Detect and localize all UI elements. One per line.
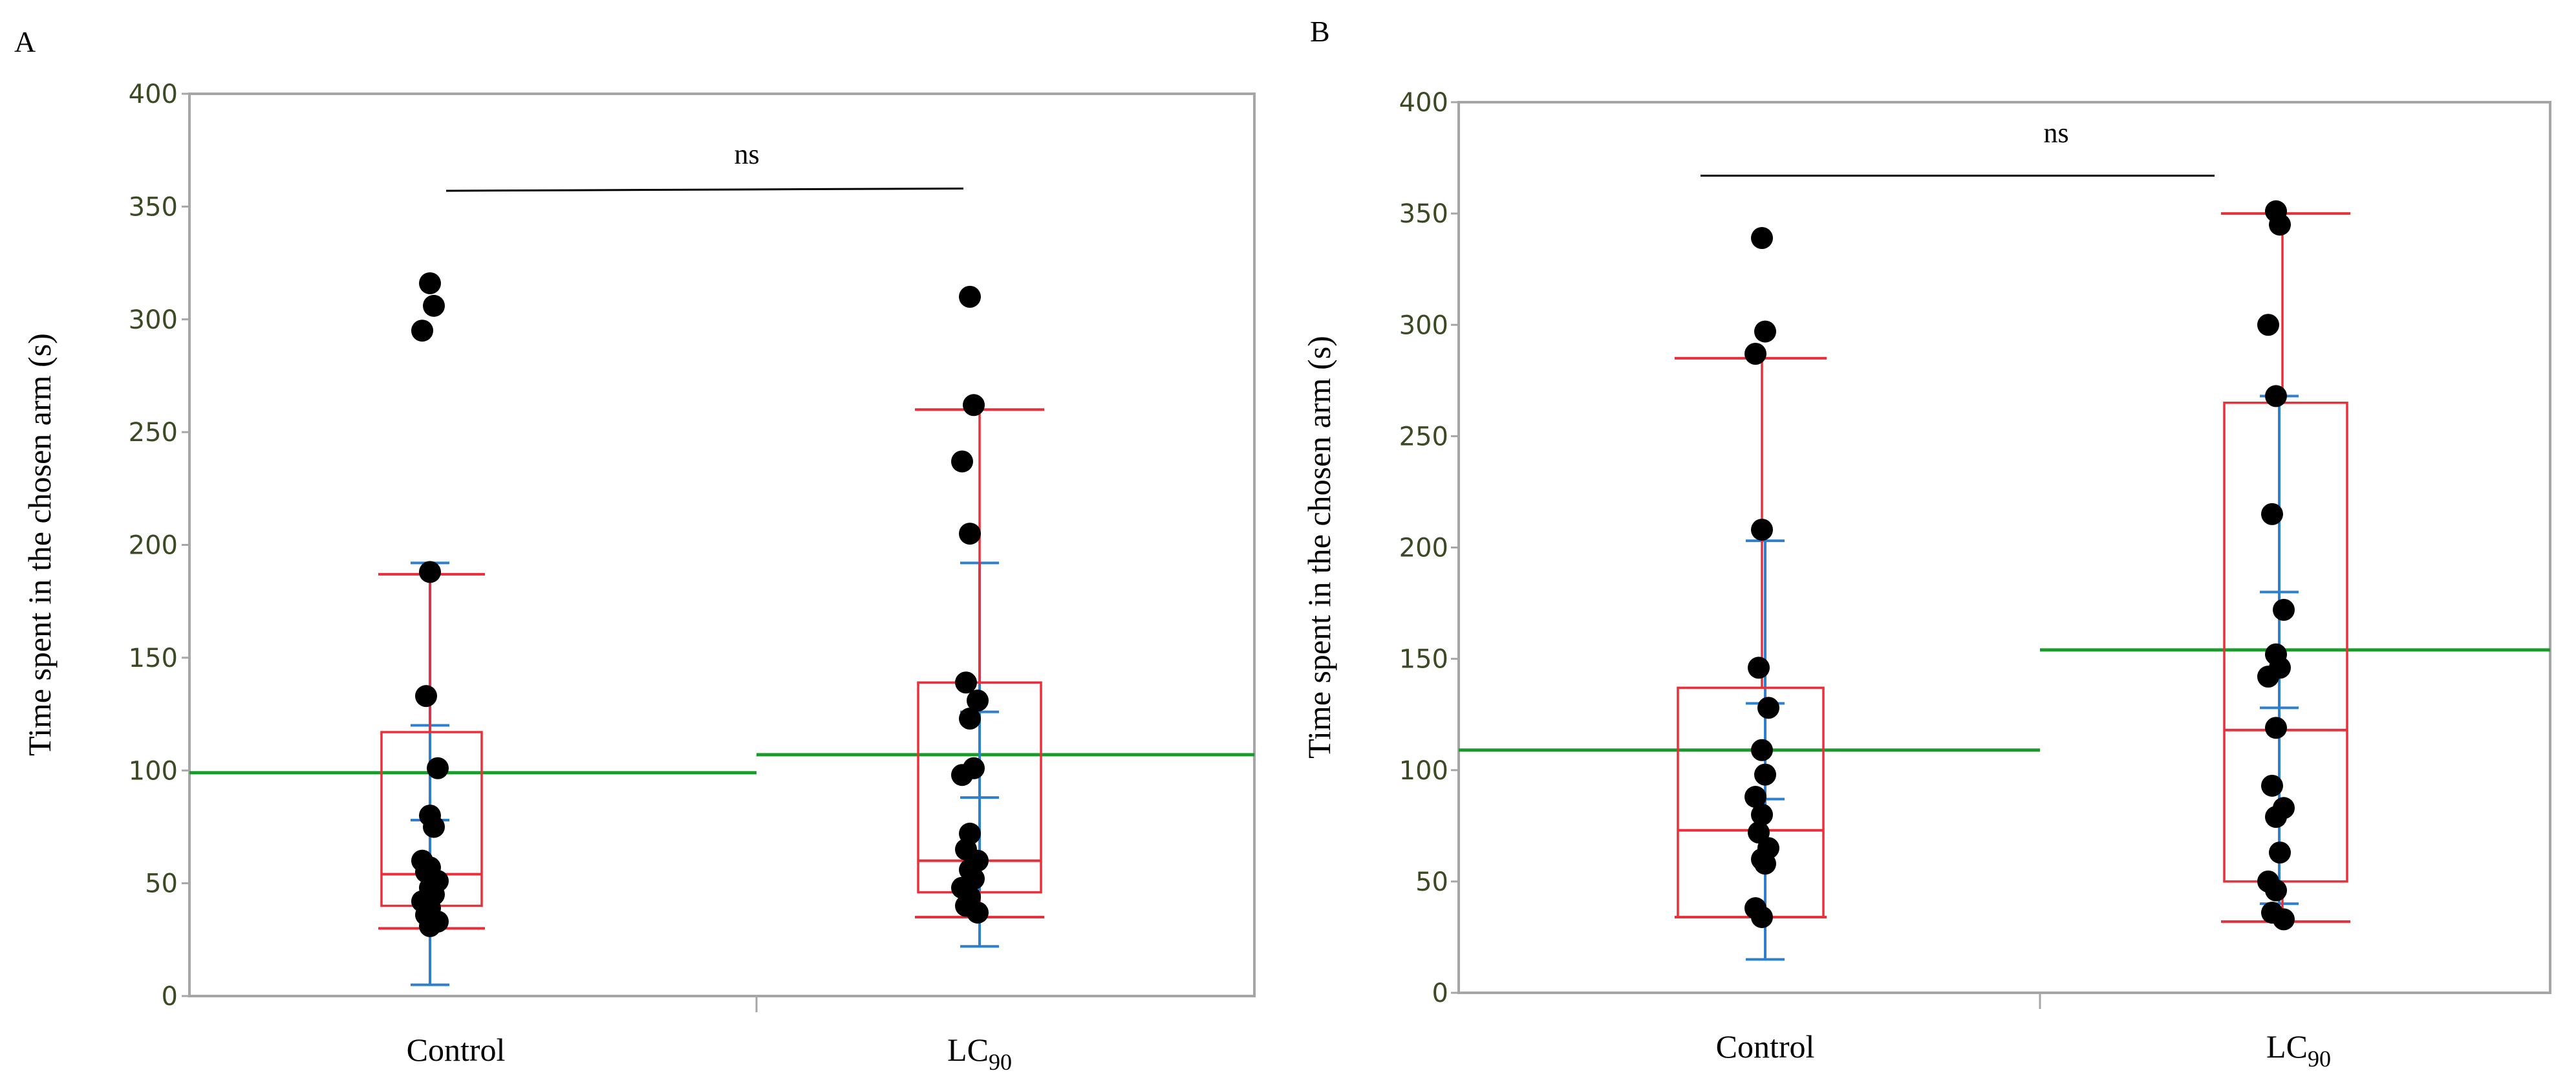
panel-b-ytick-label: 350 xyxy=(1399,199,1448,229)
panel-a-lc90-data-point xyxy=(955,671,977,694)
panel-b-control-data-point xyxy=(1751,905,1773,928)
panel-a-ytick-label: 200 xyxy=(129,531,178,561)
panel-b-xtick-control: Control xyxy=(1716,1028,1815,1065)
panel-b-ytick-label: 0 xyxy=(1432,979,1448,1008)
panel-a-y-axis-label: Time spent in the chosen arm (s) xyxy=(21,333,58,756)
panel-b-lc90-data-point xyxy=(2269,213,2291,236)
panel-a-lc90-data-point xyxy=(959,523,981,545)
panel-b-significance-label: ns xyxy=(2043,117,2068,149)
panel-a-lc90-data-point xyxy=(967,901,989,924)
panel-b-control-data-point xyxy=(1744,343,1766,365)
panel-b-lc90-box xyxy=(2223,401,2348,883)
panel-b-ytick-label: 250 xyxy=(1399,422,1448,451)
panel-b-control-data-point xyxy=(1754,763,1776,786)
panel-a-control-data-point xyxy=(423,294,445,317)
panel-b-lc90-data-point xyxy=(2261,503,2283,525)
panel-b-xtick-sub: 90 xyxy=(2308,1046,2331,1072)
panel-b-control-data-point xyxy=(1751,518,1773,541)
panel-a-plot-frame xyxy=(188,92,1256,997)
panel-a-ytick-label: 0 xyxy=(162,982,178,1012)
panel-a-control-data-point xyxy=(427,757,449,779)
panel-a-ytick-label: 100 xyxy=(129,756,178,786)
panel-a-lc90-data-point xyxy=(963,394,985,417)
panel-a-significance-bar xyxy=(445,187,964,192)
panel-a-ytick-label: 150 xyxy=(129,644,178,673)
panel-b-control-data-point xyxy=(1751,226,1773,249)
panel-b-ytick-label: 100 xyxy=(1399,756,1448,786)
panel-b-control-data-point xyxy=(1751,803,1773,826)
panel-b-ytick-label: 400 xyxy=(1399,88,1448,118)
panel-b-lc90-data-point xyxy=(2273,908,2295,931)
panel-a-control-data-point xyxy=(419,272,441,294)
panel-b-xtick-lc90: LC90 xyxy=(2266,1028,2331,1072)
panel-b-control-data-point xyxy=(1748,656,1770,679)
panel-b-lc90-data-point xyxy=(2265,879,2287,902)
panel-a-xtick-control: Control xyxy=(407,1032,506,1068)
panel-a-control-data-point xyxy=(423,816,445,838)
panel-b-y-ticks: 0 50 100 150 200 250 300 350 400 xyxy=(1399,88,1459,1008)
panel-b-control-data-point xyxy=(1754,852,1776,875)
panel-a-ytick-label: 400 xyxy=(129,80,178,109)
panel-a-ytick-label: 250 xyxy=(129,418,178,448)
panel-a-lc90-data-point xyxy=(967,689,989,712)
panel-b-ytick-label: 200 xyxy=(1399,534,1448,563)
panel-b-control-data-point xyxy=(1744,786,1766,808)
panel-b-lc90-data-point xyxy=(2269,841,2291,864)
panel-b-lc90-data-point xyxy=(2265,806,2287,829)
panel-b-control-data-point xyxy=(1757,697,1779,719)
panel-a-control-data-point xyxy=(419,561,441,583)
panel-b-ytick-label: 150 xyxy=(1399,645,1448,675)
panel-a-marks xyxy=(189,187,1254,986)
panel-b-y-axis-label: Time spent in the chosen arm (s) xyxy=(1301,336,1337,759)
panel-a-ytick-label: 350 xyxy=(129,192,178,222)
panel-a-control-data-point xyxy=(411,320,433,342)
panel-b-ytick-label: 300 xyxy=(1399,310,1448,340)
panel-a-ytick-label: 50 xyxy=(145,869,178,899)
panel-b-plot-frame xyxy=(1457,101,2551,994)
panel-a-xtick-lc90: LC90 xyxy=(947,1032,1012,1075)
panel-b-control-data-point xyxy=(1754,320,1776,343)
panel-a-control-data-point xyxy=(415,685,437,708)
panel-a-control-data-point xyxy=(419,915,441,937)
panel-b-lc90-data-point xyxy=(2265,385,2287,407)
panel-b-ytick-label: 50 xyxy=(1415,867,1448,897)
panel-a-letter: A xyxy=(14,25,36,58)
panel-a-y-ticks: 0 50 100 150 200 250 300 350 400 xyxy=(129,80,189,1012)
panel-a-xtick-lc: LC xyxy=(947,1032,989,1068)
panel-b-lc90-data-point xyxy=(2261,774,2283,797)
panel-b-letter: B xyxy=(1310,15,1330,48)
panel-a-ytick-label: 300 xyxy=(129,305,178,335)
panel-a-lc90-data-point xyxy=(951,450,973,473)
panel-b-lc90-data-point xyxy=(2273,598,2295,621)
panel-b-lc90-data-point xyxy=(2257,314,2279,336)
panel-b-xtick-lc: LC xyxy=(2266,1028,2308,1065)
panel-b-lc90-data-point xyxy=(2265,717,2287,739)
panel-a-lc90-data-point xyxy=(959,285,981,308)
panel-a-xtick-sub: 90 xyxy=(989,1049,1012,1075)
panel-b-control-data-point xyxy=(1751,739,1773,761)
panel-b-lc90-data-point xyxy=(2257,666,2279,688)
panel-a-lc90-data-point xyxy=(951,764,973,786)
panel-a-significance-label: ns xyxy=(734,138,759,170)
panel-b-marks xyxy=(1459,175,2550,961)
panel-a-lc90-data-point xyxy=(959,708,981,730)
